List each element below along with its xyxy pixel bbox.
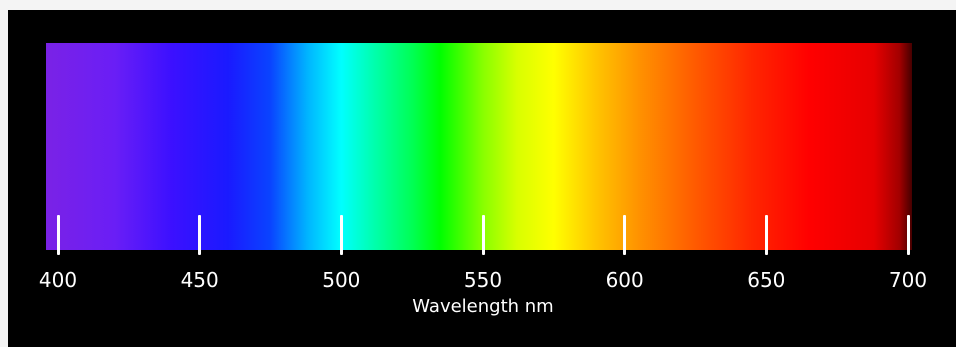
visible-spectrum-band xyxy=(46,43,912,250)
tick-500 xyxy=(339,215,343,255)
tick-label-700: 700 xyxy=(888,268,928,292)
tick-label-550: 550 xyxy=(463,268,503,292)
tick-650 xyxy=(764,215,768,255)
tick-700 xyxy=(906,215,910,255)
tick-label-600: 600 xyxy=(605,268,644,292)
tick-600 xyxy=(623,215,627,255)
tick-label-500: 500 xyxy=(322,268,361,292)
tick-label-400: 400 xyxy=(38,268,78,292)
tick-label-650: 650 xyxy=(747,268,786,292)
spectrum-panel: Wavelength nm 400 450 500 550 600 650 700 xyxy=(8,10,956,347)
tick-550 xyxy=(481,215,485,255)
axis-title: Wavelength nm xyxy=(412,296,554,317)
tick-450 xyxy=(198,215,202,255)
tick-400 xyxy=(56,215,60,255)
tick-label-450: 450 xyxy=(180,268,219,292)
